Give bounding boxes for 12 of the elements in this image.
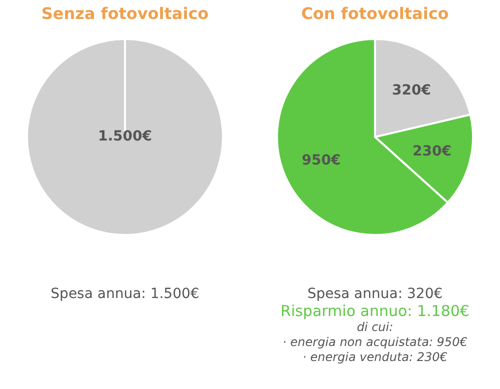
- chart-title: Con fotovoltaico: [300, 4, 450, 25]
- text: · energia non acquistata: 950€: [282, 335, 468, 350]
- text: Spesa annua: 320€: [306, 286, 444, 303]
- data-label: 230€: [412, 143, 452, 160]
- data-label: 950€: [302, 152, 341, 169]
- text: · energia venduta: 230€: [302, 350, 448, 365]
- data-label: 320€: [392, 82, 432, 99]
- text: Risparmio annuo: 1.180€: [280, 302, 470, 320]
- data-label: 1.500€: [98, 128, 152, 145]
- text: Spesa annua: 1.500€: [50, 286, 200, 303]
- chart-title: Senza fotovoltaico: [40, 4, 210, 25]
- text: di cui:: [356, 320, 394, 335]
